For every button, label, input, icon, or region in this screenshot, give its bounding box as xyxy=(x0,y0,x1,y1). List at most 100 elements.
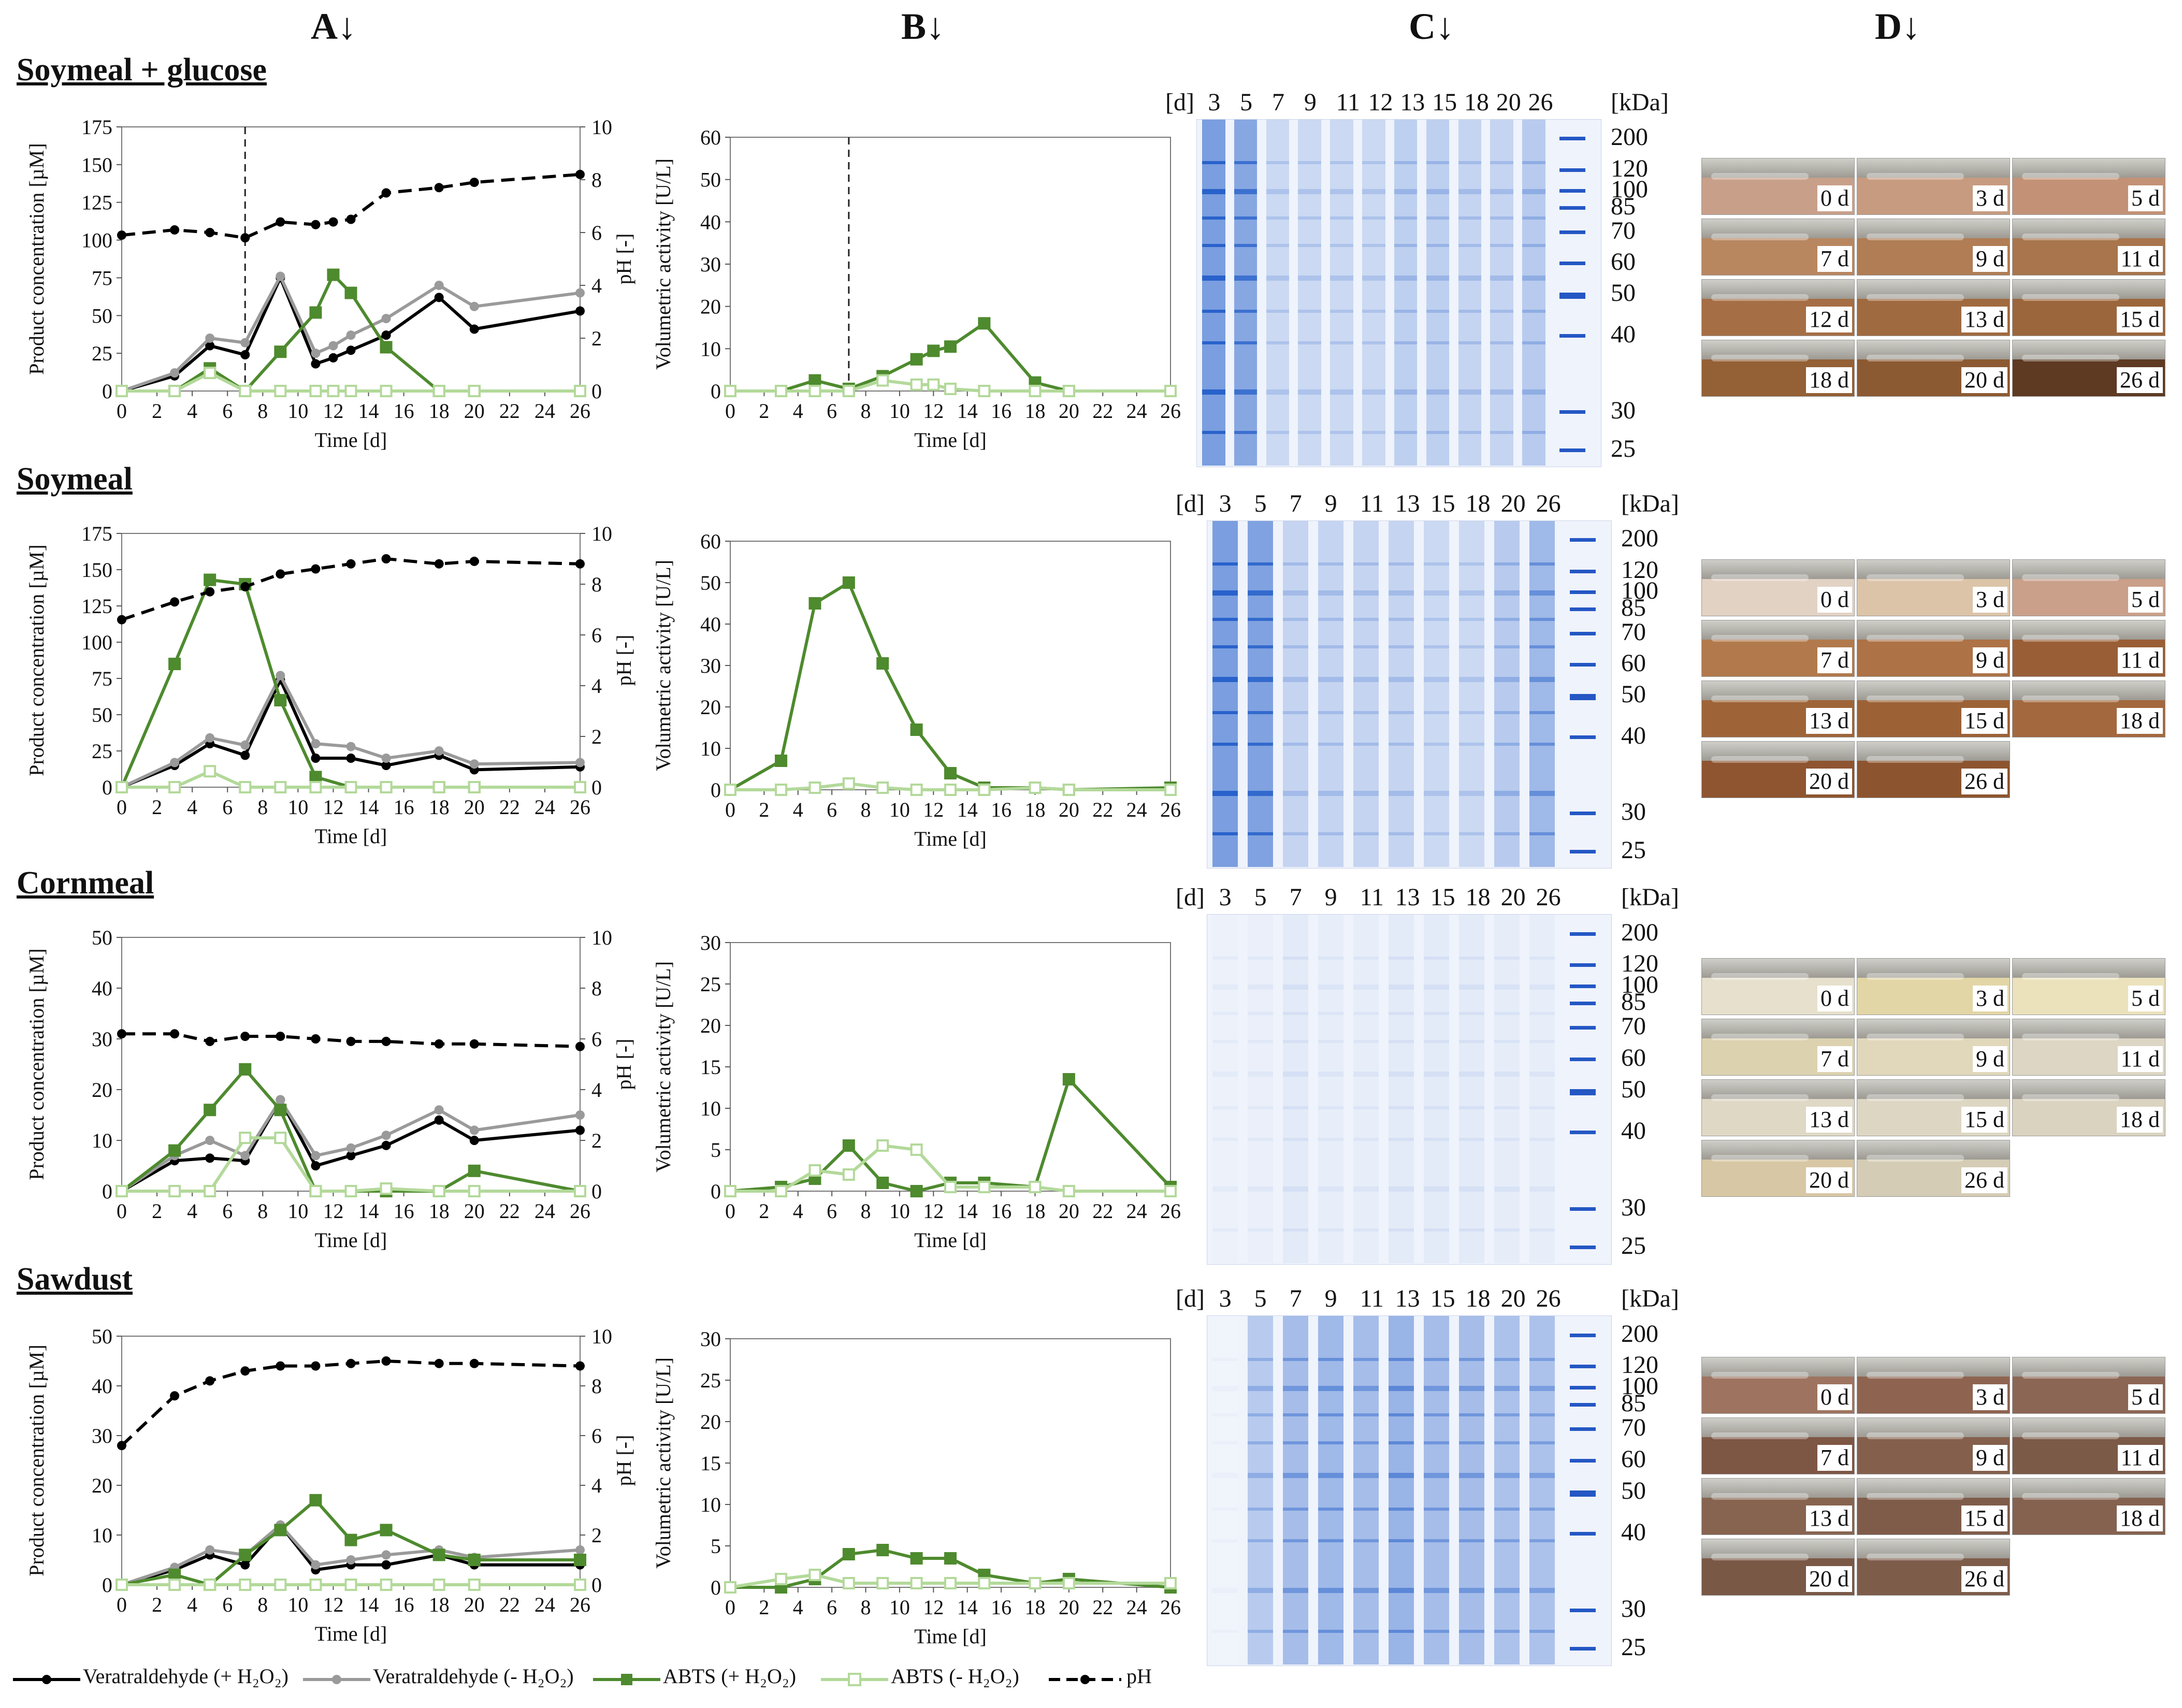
gel-band xyxy=(1459,1106,1484,1110)
gel-lane-day: 3 xyxy=(1219,490,1232,517)
molecular-weight-label: 40 xyxy=(1621,1518,1646,1546)
molecular-weight-label: 200 xyxy=(1621,1320,1658,1348)
flask-photo: 26 d xyxy=(1857,1539,2010,1596)
y-tick-label: 30 xyxy=(92,1424,112,1448)
gel-band xyxy=(1494,1629,1520,1633)
gel-band xyxy=(1318,1012,1343,1016)
x-tick-label: 14 xyxy=(358,399,379,423)
gel-band xyxy=(1458,341,1482,344)
molecular-weight-label: 200 xyxy=(1621,525,1658,553)
gel-band xyxy=(1459,832,1484,836)
day-label: 9 d xyxy=(1973,1445,2007,1471)
gel-band xyxy=(1459,1040,1484,1044)
molecular-weight-label: 85 xyxy=(1621,988,1646,1016)
gel-band xyxy=(1362,341,1385,344)
y2-tick-label: 8 xyxy=(591,168,602,192)
day-label: 5 d xyxy=(2128,986,2163,1011)
gel-band xyxy=(1266,216,1290,220)
data-point xyxy=(808,781,821,794)
flask-glass xyxy=(1857,560,2010,579)
gel-band xyxy=(1459,590,1484,596)
flask-glass xyxy=(2013,560,2165,579)
gel-band xyxy=(1459,1629,1484,1633)
gel-band xyxy=(1283,711,1308,715)
day-label: 15 d xyxy=(1961,708,2007,734)
x-tick-label: 26 xyxy=(1160,798,1181,821)
gel-band xyxy=(1248,742,1273,746)
data-point xyxy=(808,1569,821,1581)
data-point xyxy=(311,1034,321,1044)
gel-band xyxy=(1353,1137,1379,1141)
gel-band xyxy=(1318,676,1343,682)
y2-tick-label: 10 xyxy=(591,926,612,949)
gel-band xyxy=(1529,791,1555,797)
flask-foam xyxy=(2021,294,2119,301)
column-header-d: D↓ xyxy=(1875,6,1920,47)
gel-band xyxy=(1394,389,1418,395)
series-veratraldehyde-h-o- xyxy=(117,1095,585,1196)
gel-kda-label: [kDa] xyxy=(1611,89,1669,116)
x-tick-label: 26 xyxy=(570,1199,590,1223)
molecular-weight-label: 100 xyxy=(1621,971,1658,998)
gel-band xyxy=(1459,1012,1484,1016)
data-point xyxy=(115,385,128,397)
x-tick-label: 26 xyxy=(570,399,590,423)
gel-band xyxy=(1459,742,1484,746)
flask-photo: 5 d xyxy=(2012,958,2165,1015)
gel-band xyxy=(1330,189,1353,194)
gel-band xyxy=(1283,645,1308,649)
x-tick-label: 8 xyxy=(257,1199,268,1223)
x-tick-label: 10 xyxy=(287,795,308,819)
gel-band xyxy=(1389,590,1414,596)
gel-band xyxy=(1494,1228,1520,1232)
x-axis-label: Time [d] xyxy=(914,1228,987,1252)
molecular-weight-label: 40 xyxy=(1621,1117,1646,1145)
flask-foam xyxy=(2021,1034,2119,1041)
molecular-weight-label: 120 xyxy=(1611,154,1648,182)
data-point xyxy=(274,1524,287,1537)
x-tick-label: 20 xyxy=(464,1199,485,1223)
data-point xyxy=(808,597,821,610)
legend-item-abts-plus: ABTS (+ H₂O₂) xyxy=(590,1660,818,1696)
data-point xyxy=(240,582,250,591)
molecular-weight-label: 60 xyxy=(1621,649,1646,677)
gel-band xyxy=(1426,389,1450,395)
x-tick-label: 10 xyxy=(287,1199,308,1223)
data-point xyxy=(944,784,957,796)
gel-band xyxy=(1283,1137,1308,1141)
day-label: 11 d xyxy=(2117,1445,2163,1471)
x-tick-label: 12 xyxy=(923,1199,944,1223)
flask-glass xyxy=(1702,1418,1854,1437)
data-point xyxy=(927,378,940,391)
gel-band xyxy=(1248,956,1273,960)
data-point xyxy=(240,350,250,360)
legend-label: ABTS (- H₂O₂) xyxy=(891,1664,1019,1688)
gel-band xyxy=(1248,1508,1273,1511)
data-point xyxy=(775,1573,788,1585)
gel-band xyxy=(1490,189,1513,194)
flask-glass xyxy=(1702,742,1854,761)
x-tick-label: 22 xyxy=(499,1593,520,1616)
gel-lane-day: 5 xyxy=(1254,884,1267,911)
series-ph xyxy=(117,169,585,243)
y-tick-label: 150 xyxy=(81,558,112,582)
flask-photo: 9 d xyxy=(1857,219,2010,276)
gel-band xyxy=(1283,562,1308,566)
flask-photo: 26 d xyxy=(1857,1140,2010,1197)
gel-band xyxy=(1318,711,1343,715)
data-point xyxy=(115,781,128,793)
x-tick-label: 18 xyxy=(1024,1199,1045,1223)
gel-band xyxy=(1283,1228,1308,1232)
x-tick-label: 0 xyxy=(117,1593,127,1616)
gel-band xyxy=(1202,161,1225,165)
gel-band xyxy=(1389,1587,1414,1593)
x-tick-label: 20 xyxy=(1059,1596,1079,1619)
gel-band xyxy=(1318,1539,1343,1542)
x-tick-label: 8 xyxy=(257,1593,268,1616)
y2-tick-label: 2 xyxy=(591,327,602,350)
flask-glass xyxy=(2013,1019,2165,1038)
legend-item-veratraldehyde-minus: Veratraldehyde (- H₂O₂) xyxy=(300,1660,590,1696)
marker-band xyxy=(1570,538,1596,542)
gel-image xyxy=(1207,914,1612,1265)
gel-band xyxy=(1248,1040,1273,1044)
